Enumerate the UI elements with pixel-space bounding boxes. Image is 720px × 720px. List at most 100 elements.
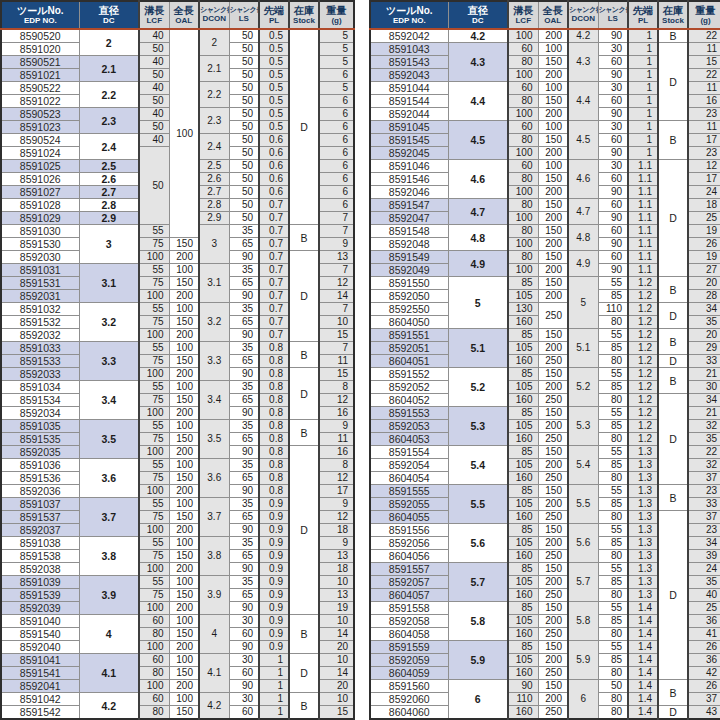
- cell-pl: 0.7: [259, 329, 289, 342]
- cell-ls: 30: [598, 82, 628, 95]
- page: ツールNo.EDP NO.直径DC溝長LCF全長OALシャンク径DCONシャンク…: [0, 0, 720, 720]
- cell-lcf: 55: [139, 420, 169, 433]
- cell-oal: 100: [538, 160, 568, 173]
- cell-edp: 8591029: [1, 212, 79, 225]
- column-header-en-label: OAL: [170, 17, 199, 26]
- cell-lcf: 105: [508, 459, 538, 472]
- column-header-jp-label: 在庫: [290, 5, 318, 17]
- cell-edp: 8591031: [1, 264, 79, 277]
- cell-pl: 1.2: [628, 407, 658, 420]
- cell-lcf: 100: [139, 290, 169, 303]
- cell-oal: 200: [538, 381, 568, 394]
- cell-oal: 150: [169, 238, 199, 251]
- cell-pl: 1.1: [628, 160, 658, 173]
- cell-oal: 150: [169, 511, 199, 524]
- cell-lcf: 100: [139, 524, 169, 537]
- cell-pl: 0.7: [259, 212, 289, 225]
- cell-dc: 5: [448, 277, 508, 329]
- cell-ls: 60: [598, 251, 628, 264]
- cell-oal: 150: [538, 680, 568, 693]
- cell-stock: D: [289, 654, 319, 693]
- cell-oal: 150: [538, 95, 568, 108]
- cell-edp: 8592054: [370, 459, 448, 472]
- cell-edp: 8592049: [370, 264, 448, 277]
- cell-wt: 22: [688, 29, 720, 43]
- cell-pl: 0.7: [259, 316, 289, 329]
- cell-wt: 6: [319, 69, 354, 82]
- cell-ls: 80: [598, 706, 628, 720]
- cell-lcf: 75: [139, 394, 169, 407]
- table-row: 85910333.3551003.3350.8B7: [1, 342, 354, 355]
- cell-lcf: 160: [508, 589, 538, 602]
- cell-dcon: 2.7: [199, 186, 229, 199]
- cell-edp: 8590523: [1, 108, 79, 121]
- cell-oal: 150: [538, 563, 568, 576]
- cell-stock: B: [658, 485, 688, 511]
- column-header-stock: 在庫Stock: [289, 1, 319, 29]
- cell-edp: 8591553: [370, 407, 448, 420]
- cell-dcon: 3.6: [199, 459, 229, 498]
- cell-lcf: 85: [508, 368, 538, 381]
- cell-edp: 8592060: [370, 693, 448, 706]
- cell-edp: 8591541: [1, 667, 79, 680]
- cell-wt: 11: [688, 82, 720, 95]
- cell-dc: 3.5: [79, 420, 139, 459]
- cell-wt: 9: [319, 238, 354, 251]
- cell-lcf: 55: [139, 342, 169, 355]
- cell-wt: 9: [319, 537, 354, 550]
- column-header-en-label: PL: [260, 17, 288, 26]
- cell-ls: 90: [229, 641, 259, 654]
- cell-dcon: 6: [568, 680, 598, 720]
- cell-pl: 0.5: [259, 95, 289, 108]
- table-row: 8604051160250801.2D33: [370, 355, 720, 368]
- cell-edp: 8592038: [1, 563, 79, 576]
- cell-dcon: 5: [568, 277, 598, 329]
- cell-stock: D: [658, 706, 688, 720]
- cell-oal: 250: [538, 667, 568, 680]
- cell-lcf: 50: [139, 43, 169, 56]
- cell-oal: 200: [538, 69, 568, 82]
- cell-dc: 4.9: [448, 251, 508, 277]
- cell-lcf: 60: [508, 43, 538, 56]
- column-header-en-label: EDP NO.: [2, 17, 79, 26]
- cell-oal: 150: [538, 485, 568, 498]
- cell-wt: 6: [319, 108, 354, 121]
- cell-oal: 150: [538, 329, 568, 342]
- cell-wt: 7: [319, 342, 354, 355]
- cell-ls: 30: [598, 121, 628, 134]
- cell-lcf: 100: [139, 446, 169, 459]
- cell-dc: 3.3: [79, 342, 139, 381]
- cell-lcf: 60: [508, 121, 538, 134]
- cell-edp: 8591042: [1, 693, 79, 706]
- cell-pl: 0.8: [259, 368, 289, 381]
- cell-dcon: 5.1: [568, 329, 598, 368]
- cell-dc: 2.6: [79, 173, 139, 186]
- cell-lcf: 55: [139, 576, 169, 589]
- cell-stock: B: [658, 29, 688, 43]
- cell-lcf: 80: [508, 173, 538, 186]
- cell-pl: 1.1: [628, 212, 658, 225]
- cell-dc: 4.1: [79, 654, 139, 693]
- cell-pl: 1.2: [628, 290, 658, 303]
- column-header-edp: ツールNo.EDP NO.: [370, 1, 448, 29]
- column-header-jp-label: 重量: [689, 5, 720, 17]
- cell-dcon: 2.9: [199, 212, 229, 225]
- cell-ls: 90: [229, 329, 259, 342]
- cell-oal: 250: [538, 511, 568, 524]
- cell-edp: 8591555: [370, 485, 448, 498]
- cell-wt: 11: [688, 43, 720, 56]
- cell-ls: 80: [598, 316, 628, 329]
- cell-ls: 65: [229, 355, 259, 368]
- cell-wt: 14: [319, 628, 354, 641]
- cell-dcon: 4.1: [199, 654, 229, 693]
- cell-wt: 16: [319, 446, 354, 459]
- cell-edp: 8591560: [370, 680, 448, 693]
- cell-oal: 200: [538, 147, 568, 160]
- cell-oal: 200: [538, 238, 568, 251]
- cell-ls: 30: [598, 160, 628, 173]
- cell-ls: 90: [229, 602, 259, 615]
- cell-edp: 8591545: [370, 134, 448, 147]
- cell-lcf: 85: [508, 641, 538, 654]
- cell-edp: 8592031: [1, 290, 79, 303]
- cell-edp: 8591532: [1, 316, 79, 329]
